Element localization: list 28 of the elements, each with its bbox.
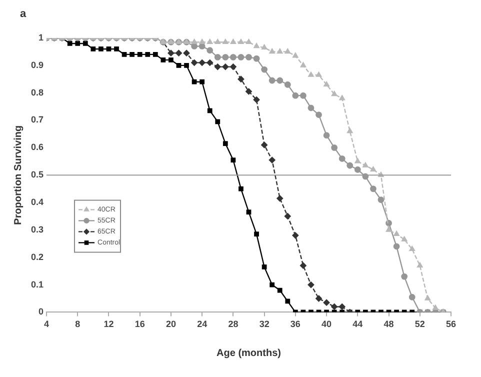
y-tick-label: 0.2: [30, 252, 44, 262]
x-tick-label: 28: [228, 319, 238, 330]
y-tick-label: 0.8: [30, 87, 44, 98]
x-tick-label: 20: [166, 319, 176, 330]
x-tick-label: 40: [322, 319, 332, 330]
x-tick-label: 56: [446, 319, 456, 330]
y-tick-label: 0.4: [30, 197, 44, 208]
x-tick-label: 48: [384, 319, 394, 330]
y-tick-label: 0.7: [30, 114, 44, 125]
x-tick-label: 32: [259, 319, 270, 330]
y-tick-label: 0.6: [30, 142, 44, 152]
x-tick-label: 8: [75, 319, 80, 330]
x-tick-label: 44: [352, 319, 363, 330]
x-axis-title: Age (months): [216, 348, 281, 359]
x-tick-label: 12: [104, 319, 114, 330]
x-tick-label: 4: [44, 319, 50, 330]
y-axis-title: Proportion Surviving: [12, 125, 24, 225]
x-tick-label: 52: [414, 319, 425, 330]
text: a: [20, 8, 26, 20]
y-tick-label: 1: [38, 32, 44, 42]
x-tick-label: 24: [197, 319, 208, 330]
y-tick-label: 0.5: [30, 170, 44, 180]
y-tick-label: 0.9: [30, 60, 44, 70]
x-tick-label: 16: [134, 319, 145, 330]
y-tick-label: 0: [38, 306, 44, 317]
x-tick-label: 36: [290, 319, 300, 330]
y-tick-label: 0.1: [30, 279, 44, 290]
y-tick-label: 0.3: [30, 224, 44, 234]
